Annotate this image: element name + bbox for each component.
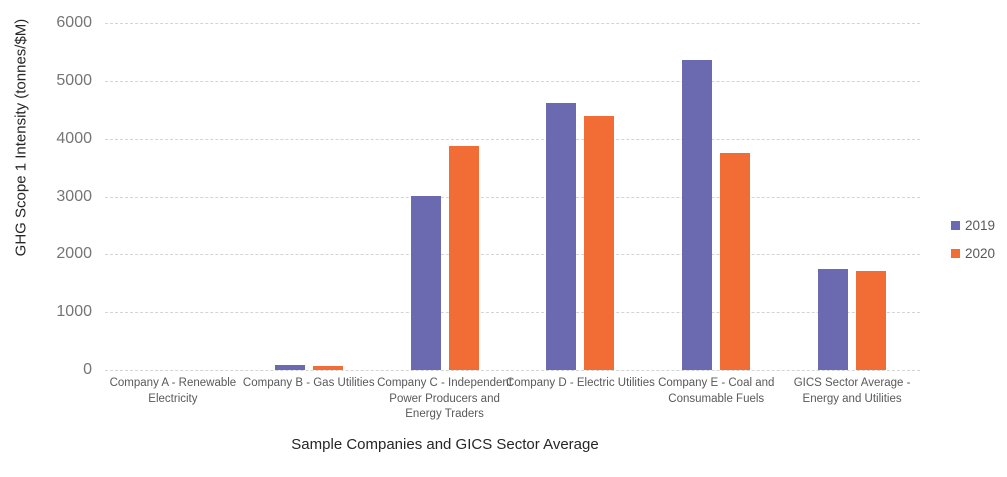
y-tick-label: 1000: [56, 303, 92, 321]
bar-2019: [682, 60, 713, 370]
plot-area: [105, 23, 920, 371]
category-label: Company A - Renewable Electricity: [109, 377, 237, 405]
bar-2020: [720, 153, 751, 370]
bar-2020: [312, 365, 343, 370]
legend-swatch-icon: [951, 221, 960, 230]
gridline: [105, 254, 920, 256]
y-tick-label: 6000: [56, 14, 92, 31]
category-label: Company B - Gas Utilities: [242, 377, 375, 389]
gridline: [105, 138, 920, 140]
bar-2019: [546, 102, 577, 370]
legend-label: 2020: [965, 246, 996, 261]
bar-2019: [818, 268, 849, 370]
bar-2020: [584, 115, 615, 370]
y-tick-label: 2000: [56, 245, 92, 263]
bar-2020: [448, 146, 479, 370]
x-axis-title: Sample Companies and GICS Sector Average: [291, 436, 599, 453]
gridline: [105, 370, 920, 371]
legend-item: 2019: [951, 218, 996, 233]
y-tick-label: 5000: [56, 71, 92, 89]
legend-label: 2019: [965, 218, 996, 233]
bar-2020: [856, 271, 887, 370]
category-label: Company D - Electric Utilities: [505, 377, 655, 389]
category-label: Company E - Coal and Consumable Fuels: [658, 377, 775, 405]
y-tick-label: 4000: [56, 129, 92, 147]
category-label: GICS Sector Average - Energy and Utiliti…: [793, 377, 911, 405]
gridline: [105, 23, 920, 24]
category-label: Company C - Independent Power Producers …: [377, 377, 513, 420]
bar-2019: [410, 195, 441, 370]
legend: 2019 2020: [951, 218, 996, 275]
legend-item: 2020: [951, 246, 996, 261]
y-tick-label: 3000: [56, 187, 92, 205]
gridline: [105, 196, 920, 198]
gridline: [105, 312, 920, 314]
legend-swatch-icon: [951, 249, 960, 258]
y-tick-label: 0: [83, 361, 92, 378]
bar-2019: [274, 365, 305, 370]
gridline: [105, 80, 920, 82]
